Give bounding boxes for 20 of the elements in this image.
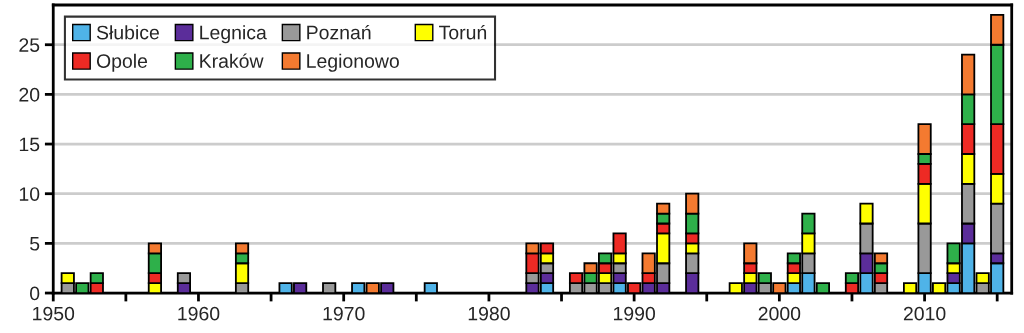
legend-label: Kraków (200, 53, 264, 68)
y-tick-label: 10 (19, 187, 40, 201)
y-tick-label: 20 (19, 87, 40, 102)
x-tick-label: 2010 (903, 306, 946, 321)
y-tick-label: 5 (30, 237, 40, 251)
x-tick-label: 1990 (613, 306, 656, 321)
x-tick-label: 1970 (323, 306, 365, 321)
x-tick-label: 1950 (33, 306, 75, 321)
x-tick-label: 1980 (468, 306, 510, 321)
legend-label: Słubice (96, 25, 159, 40)
x-tick-label: 1960 (178, 306, 220, 321)
legend-label: Opole (96, 53, 148, 72)
legend-label: Toruń (439, 24, 487, 40)
legend-label: Legnica (200, 25, 267, 44)
legend-label: Poznań (307, 24, 371, 40)
x-tick-label: 2000 (758, 306, 801, 321)
y-tick-label: 25 (19, 38, 40, 52)
y-tick-label: 0 (30, 286, 40, 301)
legend-label: Legionowo (307, 53, 399, 72)
y-tick-label: 15 (19, 137, 40, 152)
